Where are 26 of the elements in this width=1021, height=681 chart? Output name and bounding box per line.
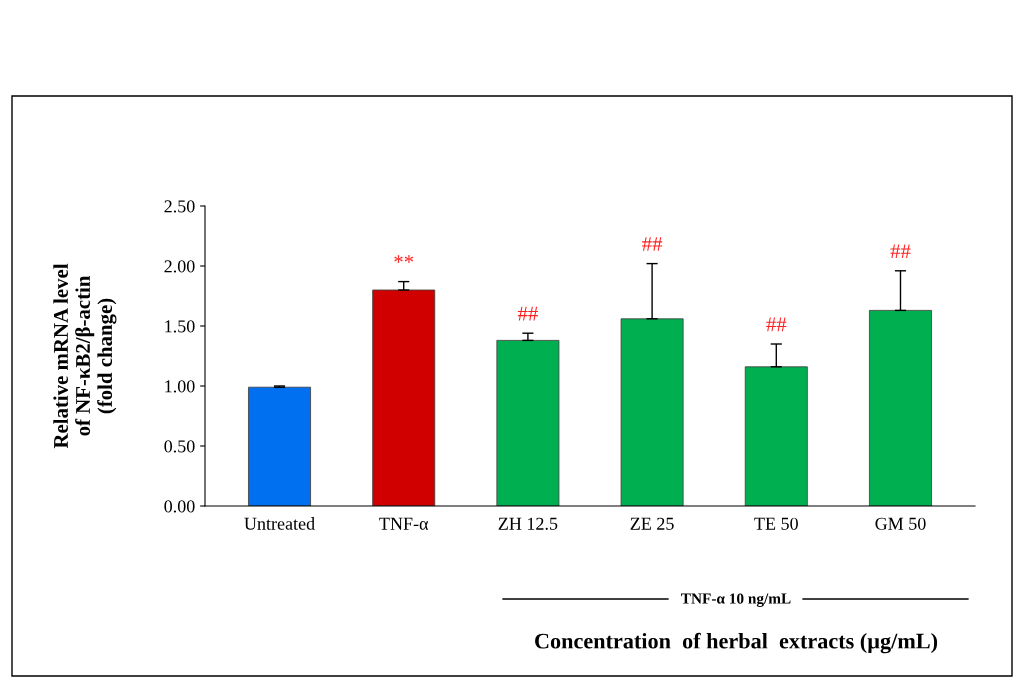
annotation: ** xyxy=(394,255,414,263)
y-tick-label: 0.00 xyxy=(164,500,195,513)
x-tick-label: TNF-α xyxy=(379,517,429,530)
x-tick-label: ZE 25 xyxy=(630,517,674,530)
x-tick-label: GM 50 xyxy=(875,517,926,530)
y-tick-label: 0.50 xyxy=(164,440,195,453)
bar xyxy=(869,309,932,506)
text: TNF-α 10 ng/mL xyxy=(681,593,791,607)
bar xyxy=(496,339,560,506)
annotation: ## xyxy=(890,244,911,259)
y-tick-label: 1.00 xyxy=(165,380,195,393)
x-tick-label: ZH 12.5 xyxy=(498,517,558,530)
x-tick-label: TE 50 xyxy=(754,517,798,530)
y-axis-title: Relative mRNA level of NF-κB2/β-actin (fold change) xyxy=(53,263,117,449)
annotation: ## xyxy=(642,237,663,251)
bar xyxy=(744,366,808,506)
annotation: ## xyxy=(517,306,538,321)
bar xyxy=(248,386,311,506)
x-tick-label: Untreated xyxy=(244,517,315,530)
y-tick-label: 2.50 xyxy=(164,200,195,213)
bar xyxy=(620,318,684,506)
bar xyxy=(372,289,436,506)
annotation: ## xyxy=(766,317,787,332)
y-tick-label: 2.00 xyxy=(164,260,195,273)
x-axis-title: Concentration of herbal extracts (µg/mL) xyxy=(535,632,938,654)
y-tick-label: 1.50 xyxy=(165,320,195,333)
